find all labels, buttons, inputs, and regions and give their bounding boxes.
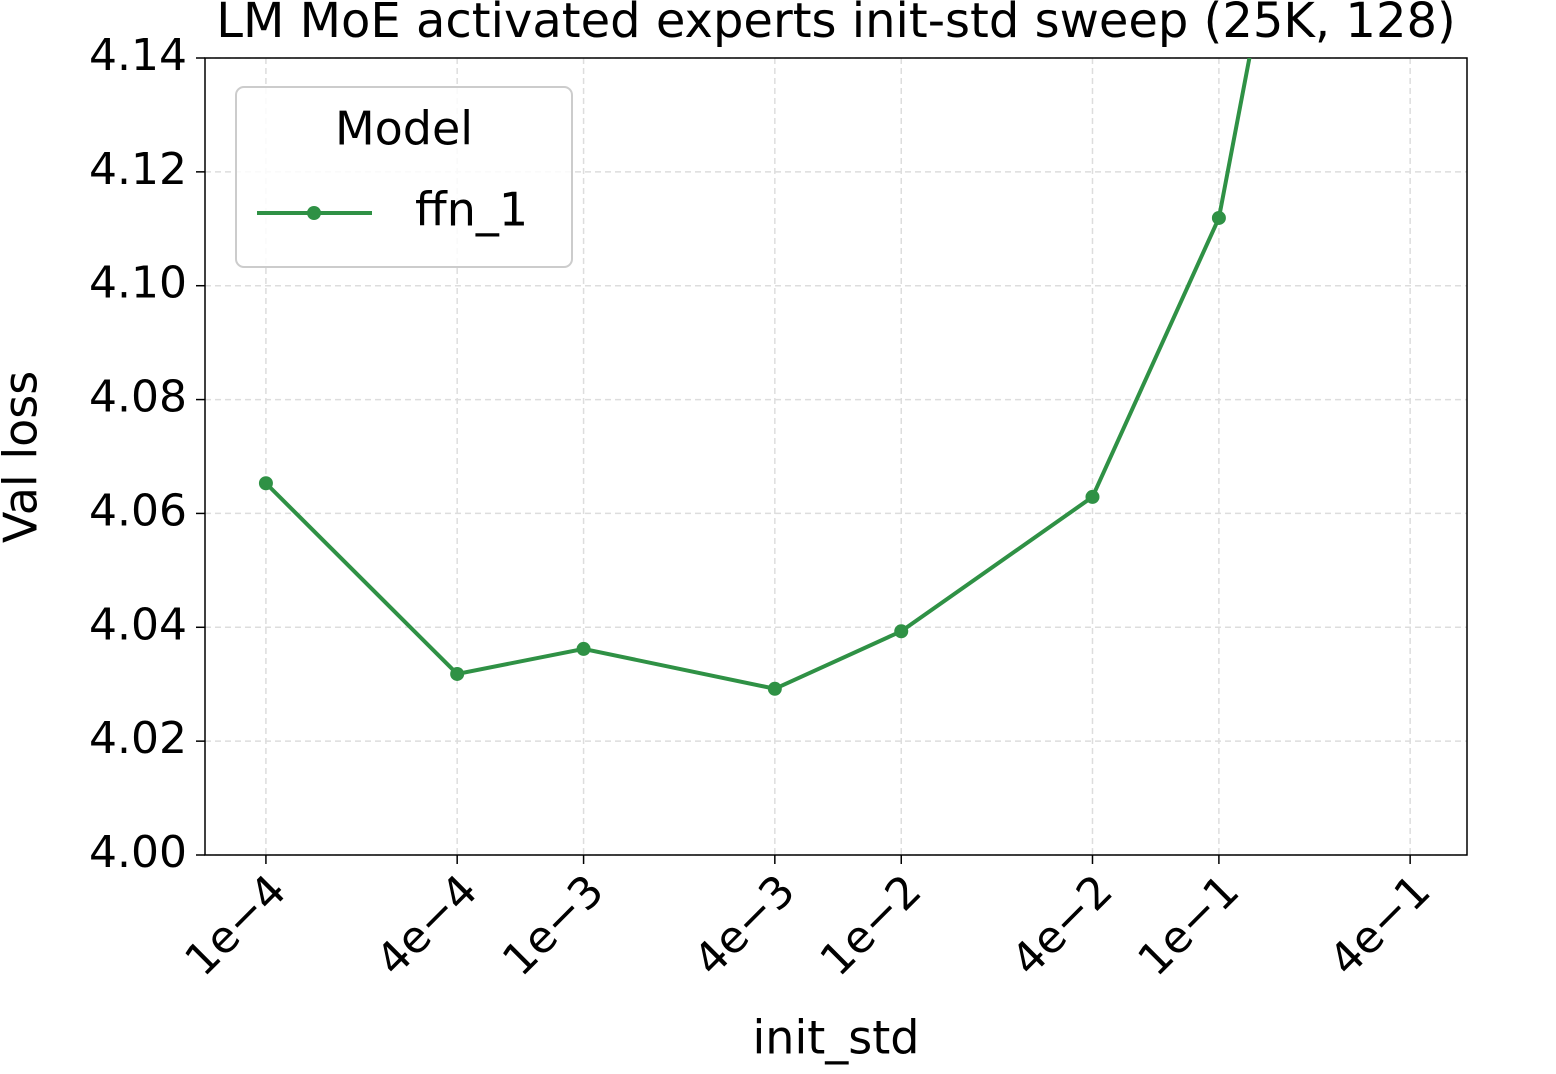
legend-box [235, 86, 573, 268]
data-point [450, 666, 465, 681]
x-tick-label: 4e−3 [684, 865, 805, 986]
x-tick-label: 1e−4 [175, 865, 296, 986]
x-tick-label: 4e−1 [1320, 865, 1441, 986]
series-line [264, 58, 1252, 691]
legend-marker [307, 206, 321, 220]
x-tick-label: 1e−2 [811, 865, 932, 986]
x-axis-label: init_std [753, 1011, 920, 1065]
data-point [258, 476, 273, 491]
x-tick-label: 4e−4 [367, 865, 488, 986]
chart-title: LM MoE activated experts init-std sweep … [216, 0, 1456, 49]
data-point [1085, 489, 1100, 504]
y-tick-label: 4.04 [89, 599, 187, 650]
y-tick-label: 4.14 [89, 30, 187, 81]
y-tick-label: 4.12 [89, 144, 187, 195]
y-tick-label: 4.02 [89, 713, 187, 764]
legend-title: Model [335, 102, 473, 156]
y-tick-label: 4.06 [89, 485, 187, 536]
y-axis-label: Val loss [0, 371, 48, 543]
x-tick-label: 4e−2 [1002, 865, 1123, 986]
data-point [767, 681, 782, 696]
plot-frame [204, 57, 1468, 856]
plot-area [258, 58, 1252, 696]
data-point [1211, 210, 1226, 225]
legend-label: ffn_1 [415, 183, 528, 237]
y-tick-label: 4.00 [89, 827, 187, 878]
y-tick-label: 4.08 [89, 372, 187, 423]
data-point [576, 641, 591, 656]
legend: Model ffn_1 [235, 86, 573, 268]
x-tick-label: 1e−1 [1128, 865, 1249, 986]
y-tick-label: 4.10 [89, 258, 187, 309]
x-tick-label: 1e−3 [493, 865, 614, 986]
data-point [894, 624, 909, 639]
